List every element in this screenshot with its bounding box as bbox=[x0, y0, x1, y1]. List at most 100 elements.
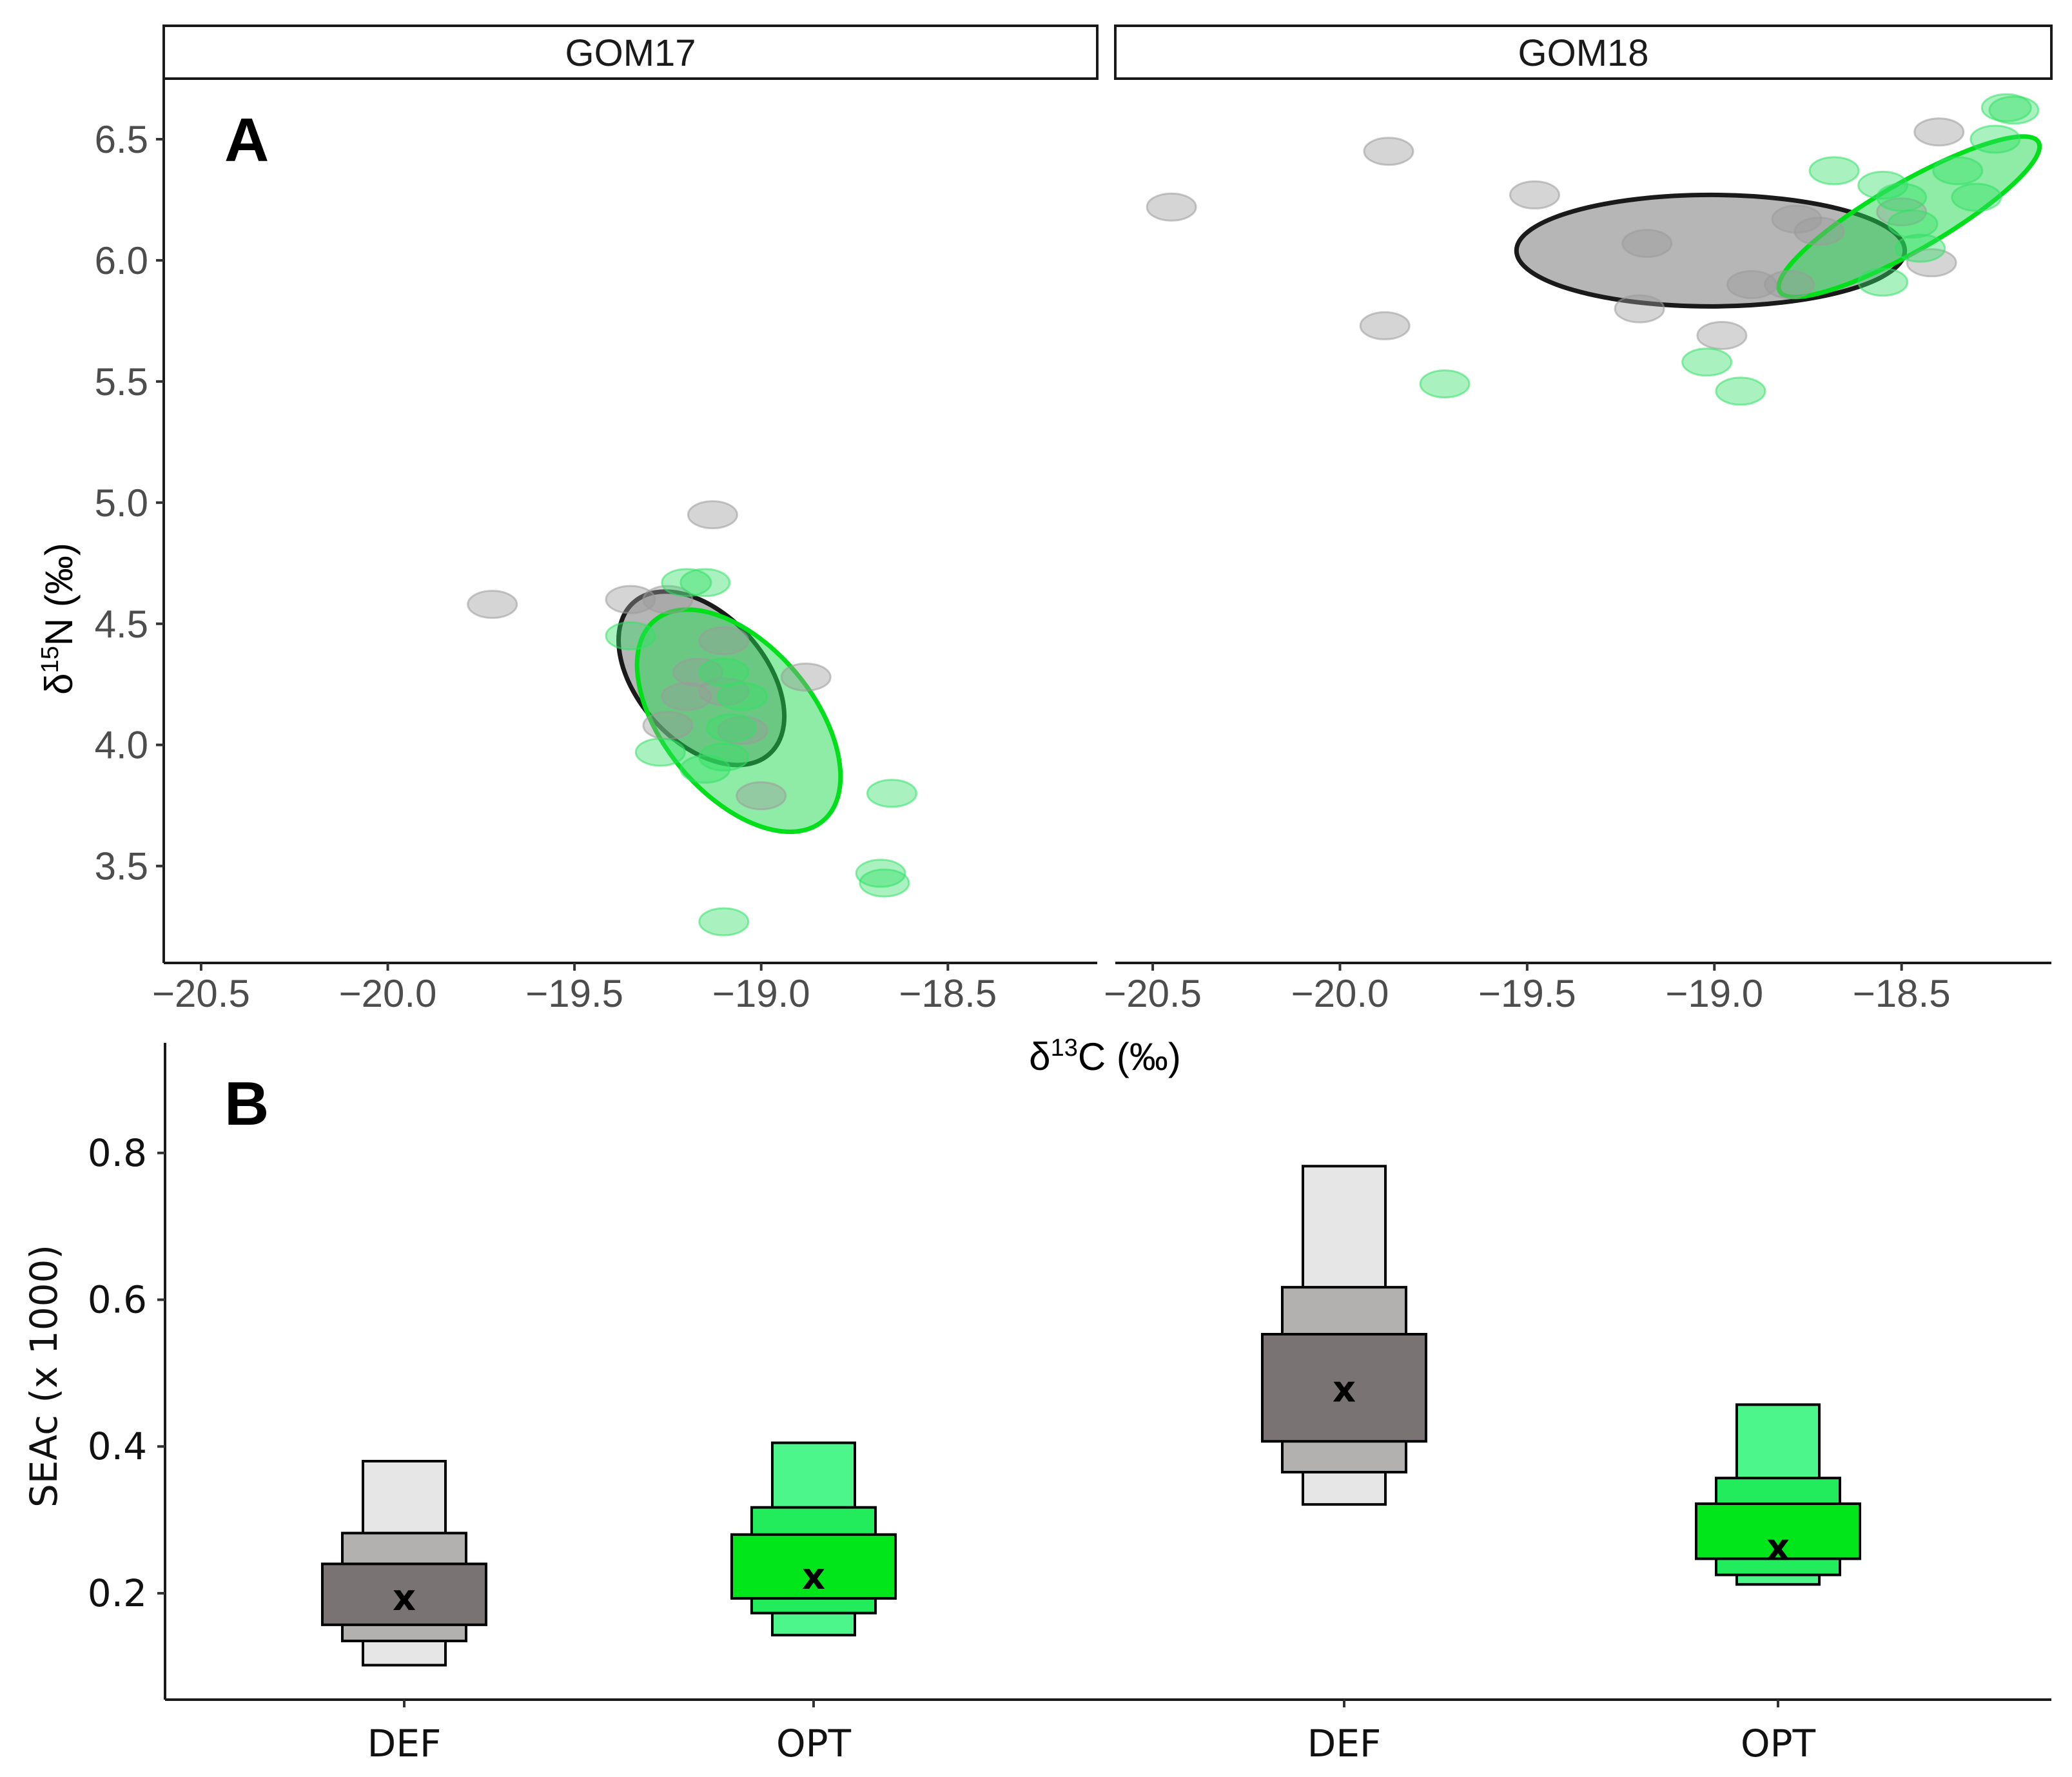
mean-marker: x bbox=[393, 1577, 416, 1619]
point-def bbox=[1509, 180, 1560, 209]
facet-gom17-plot bbox=[467, 500, 917, 937]
point-opt bbox=[859, 868, 910, 898]
y-tick-label-b: 0.2 bbox=[88, 1571, 147, 1615]
point-opt bbox=[717, 682, 768, 712]
panel-a-scatter: GOM17 GOM18 3.54.04.55.05.56.06.5 −20.5−… bbox=[37, 24, 2053, 1078]
x-tick-label-b: OPT bbox=[1741, 1722, 1816, 1765]
point-opt bbox=[679, 568, 731, 597]
x-tick-label-b: DEF bbox=[367, 1722, 442, 1765]
point-def bbox=[1913, 117, 1965, 147]
seac-box-ci50-def bbox=[1261, 1333, 1427, 1443]
seac-box-ci50-def bbox=[321, 1562, 487, 1626]
point-opt bbox=[855, 859, 906, 888]
x-tick-label-a: −20.5 bbox=[152, 972, 250, 1015]
y-tick-label-b: 0.4 bbox=[88, 1424, 147, 1468]
point-def bbox=[1146, 192, 1197, 222]
y-tick-label-a: 6.0 bbox=[95, 239, 148, 282]
facet-strip-gom18 bbox=[1114, 24, 2053, 80]
panel-letter-b: B bbox=[224, 1069, 269, 1138]
point-def bbox=[1771, 204, 1823, 234]
panel-letter-a: A bbox=[224, 106, 269, 175]
x-tick-label-a: −19.5 bbox=[1478, 972, 1576, 1015]
point-opt bbox=[634, 737, 686, 767]
point-def bbox=[1621, 229, 1673, 258]
point-opt bbox=[698, 742, 750, 772]
x-tick-label-a: −19.0 bbox=[712, 972, 810, 1015]
y-tick-label-a: 4.0 bbox=[95, 724, 148, 767]
point-opt bbox=[1887, 209, 1939, 239]
x-tick-label-a: −19.5 bbox=[525, 972, 623, 1015]
y-tick-label-a: 6.5 bbox=[95, 118, 148, 161]
x-tick-label-b: OPT bbox=[776, 1722, 852, 1765]
facet-strip-gom17 bbox=[162, 24, 1099, 80]
point-opt bbox=[605, 621, 656, 651]
mean-marker: x bbox=[802, 1556, 825, 1598]
point-opt bbox=[1681, 347, 1733, 377]
point-opt bbox=[1808, 156, 1860, 186]
point-opt bbox=[866, 779, 917, 808]
point-opt bbox=[1951, 182, 2002, 212]
x-tick-label-a: −20.5 bbox=[1104, 972, 1202, 1015]
point-opt bbox=[661, 568, 712, 597]
ellipse-opt-gom18 bbox=[1776, 134, 2042, 300]
point-opt bbox=[1932, 156, 1984, 186]
x-tick-label-a: −19.0 bbox=[1665, 972, 1763, 1015]
y-tick-label-b: 0.6 bbox=[88, 1277, 147, 1321]
x-tick-label-a: −18.5 bbox=[899, 972, 997, 1015]
panel-b-seac: 0.2 0.4 0.6 0.8 x x x x DEF OPT DEF OPT B SEAc (x… bbox=[22, 1043, 2051, 1765]
point-opt bbox=[1876, 182, 1928, 212]
point-def bbox=[1696, 320, 1748, 350]
y-axis-title-b: SEAc (x 1000) bbox=[22, 1245, 66, 1508]
seac-boxes: x x x x bbox=[321, 1165, 1861, 1667]
point-def bbox=[1906, 248, 1957, 278]
point-def bbox=[1614, 294, 1665, 324]
point-def bbox=[1726, 270, 1777, 300]
point-def bbox=[661, 682, 712, 712]
y-axis-ticks-b: 0.2 0.4 0.6 0.8 bbox=[88, 1131, 165, 1615]
y-tick-label-a: 5.5 bbox=[95, 360, 148, 403]
x-axis-title-a: δ13C (‰) bbox=[1029, 1034, 1181, 1078]
point-def bbox=[642, 711, 694, 741]
point-def bbox=[780, 662, 832, 692]
seac-box-ci50-opt bbox=[1695, 1502, 1861, 1560]
point-opt bbox=[1715, 376, 1766, 406]
point-def bbox=[698, 626, 750, 655]
x-tick-label-a: −20.0 bbox=[1291, 972, 1389, 1015]
y-tick-label-a: 4.5 bbox=[95, 603, 148, 646]
point-opt bbox=[705, 713, 757, 743]
point-opt bbox=[1419, 369, 1471, 399]
mean-marker: x bbox=[1766, 1526, 1790, 1568]
point-def bbox=[467, 590, 518, 619]
x-axis-ticks-a: −20.5 −20.0 −19.5 −19.0 −18.5 −20.5 −20.0 −19.5… bbox=[152, 963, 1951, 1015]
point-def bbox=[605, 585, 656, 614]
point-def bbox=[687, 500, 738, 530]
facet-label-gom18: GOM18 bbox=[1518, 32, 1648, 74]
x-tick-label-b: DEF bbox=[1307, 1722, 1382, 1765]
point-def bbox=[672, 657, 723, 687]
y-axis-ticks-a: 3.5 4.0 4.5 5.0 5.5 6.0 6.5 bbox=[95, 118, 164, 888]
point-def bbox=[1363, 137, 1414, 166]
x-axis-ticks-b: DEF OPT DEF OPT bbox=[367, 1700, 1816, 1765]
point-def bbox=[1359, 311, 1411, 340]
point-opt bbox=[1969, 124, 2021, 154]
point-opt bbox=[698, 657, 750, 687]
y-tick-label-a: 3.5 bbox=[95, 845, 148, 888]
point-opt bbox=[698, 907, 750, 937]
point-opt bbox=[1857, 170, 1909, 200]
y-axis-title-a: δ15N (‰) bbox=[37, 543, 81, 695]
point-opt bbox=[679, 754, 731, 784]
seac-box-ci50-opt bbox=[730, 1533, 897, 1600]
facet-label-gom17: GOM17 bbox=[565, 32, 696, 74]
mean-marker: x bbox=[1333, 1369, 1356, 1411]
y-tick-label-b: 0.8 bbox=[88, 1131, 147, 1175]
facet-gom18-plot bbox=[1146, 93, 2042, 406]
point-def bbox=[642, 585, 694, 614]
x-tick-label-a: −20.0 bbox=[339, 972, 437, 1015]
point-def bbox=[1793, 217, 1845, 246]
x-tick-label-a: −18.5 bbox=[1853, 972, 1951, 1015]
point-opt bbox=[1895, 233, 1946, 263]
y-tick-label-a: 5.0 bbox=[95, 481, 148, 525]
point-opt bbox=[1980, 93, 2032, 122]
point-opt bbox=[1857, 267, 1909, 297]
